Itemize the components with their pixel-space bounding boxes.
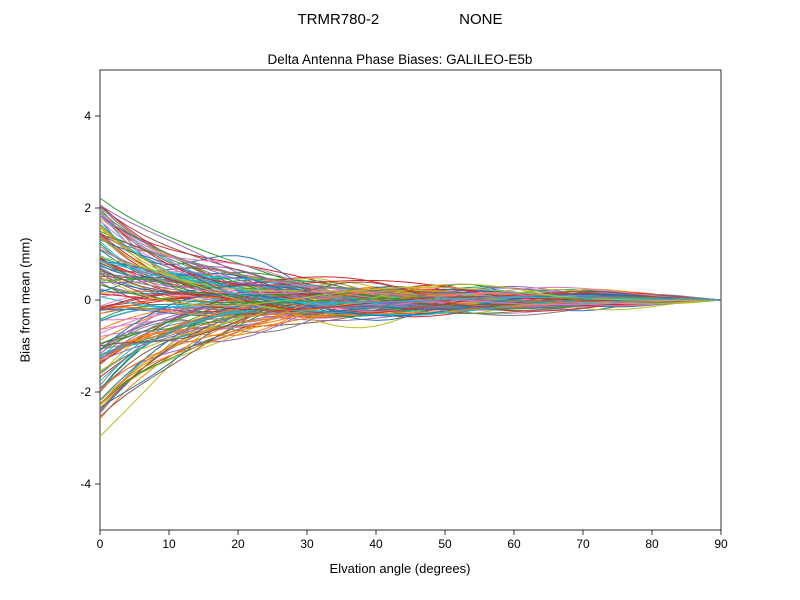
- svg-text:20: 20: [231, 537, 245, 551]
- svg-text:0: 0: [84, 293, 91, 307]
- svg-text:30: 30: [300, 537, 314, 551]
- svg-text:2: 2: [84, 201, 91, 215]
- svg-text:0: 0: [97, 537, 104, 551]
- svg-text:-2: -2: [80, 385, 91, 399]
- svg-text:70: 70: [576, 537, 590, 551]
- svg-text:-4: -4: [80, 477, 91, 491]
- svg-text:60: 60: [507, 537, 521, 551]
- svg-text:4: 4: [84, 109, 91, 123]
- svg-text:10: 10: [162, 537, 176, 551]
- svg-text:50: 50: [438, 537, 452, 551]
- svg-text:40: 40: [369, 537, 383, 551]
- svg-text:80: 80: [645, 537, 659, 551]
- svg-text:90: 90: [714, 537, 728, 551]
